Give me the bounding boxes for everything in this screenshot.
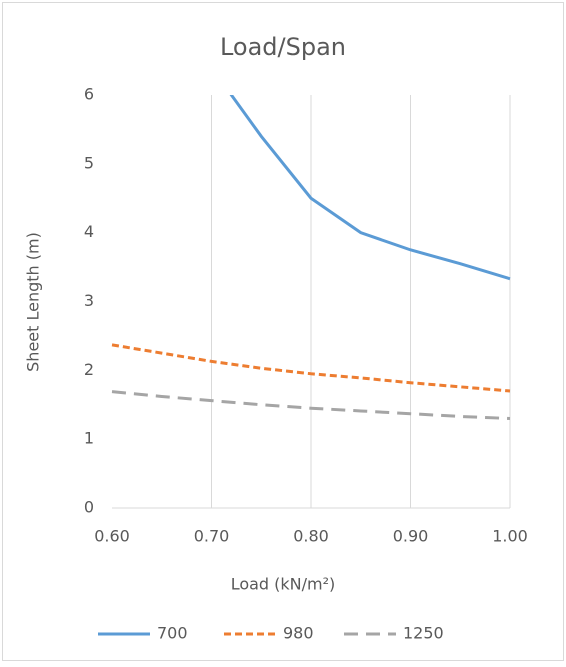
x-tick-label: 0.80: [293, 527, 329, 546]
legend-label: 980: [283, 624, 314, 643]
y-axis-label: Sheet Length (m): [24, 232, 43, 372]
legend-label: 1250: [403, 624, 444, 643]
series-line: [229, 95, 511, 281]
series-line: [111, 343, 511, 393]
x-tick-label: 0.60: [94, 527, 130, 546]
y-tick-label: 2: [84, 360, 94, 379]
x-axis-label: Load (kN/m²): [231, 575, 336, 594]
x-tick-label: 0.70: [194, 527, 230, 546]
x-tick-label: 0.90: [393, 527, 429, 546]
y-tick-label: 5: [84, 153, 94, 172]
chart-title: Load/Span: [220, 33, 346, 61]
y-tick-label: 3: [84, 291, 94, 310]
y-tick-label: 4: [84, 222, 94, 241]
plot-area: [111, 95, 511, 421]
series-line: [111, 390, 511, 421]
y-tick-label: 1: [84, 429, 94, 448]
y-tick-label: 6: [84, 85, 94, 104]
legend-label: 700: [157, 624, 188, 643]
x-tick-label: 1.00: [492, 527, 528, 546]
y-tick-label: 0: [84, 498, 94, 517]
